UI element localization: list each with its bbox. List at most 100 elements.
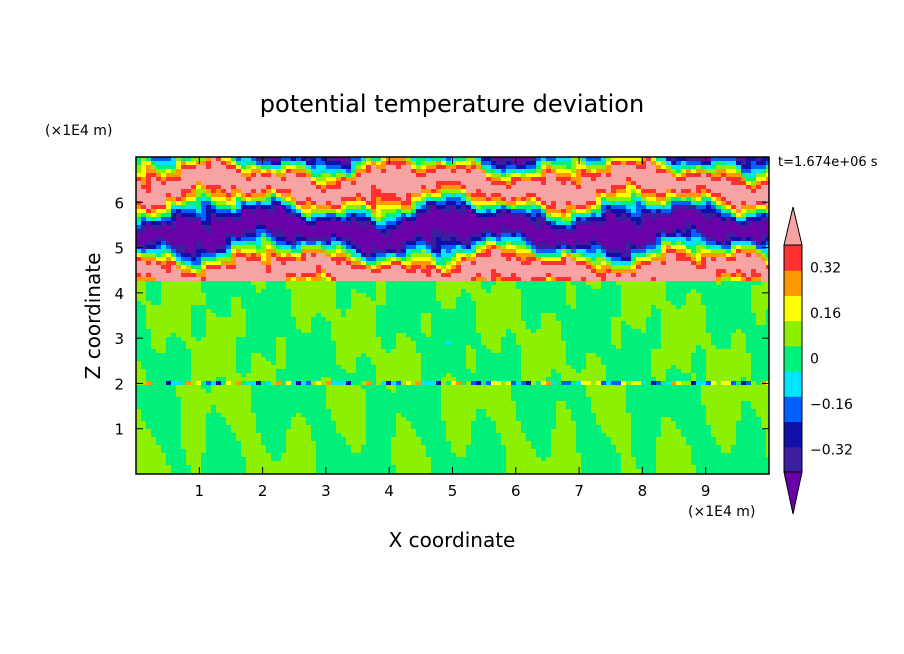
field-cell (651, 281, 657, 286)
field-cell (161, 205, 167, 210)
field-cell (421, 237, 427, 242)
field-cell (581, 205, 587, 210)
field-cell (161, 261, 167, 266)
field-cell (216, 305, 222, 310)
field-cell (366, 297, 372, 302)
field-cell (641, 249, 647, 254)
field-cell (241, 253, 247, 258)
field-cell (596, 213, 602, 218)
field-cell (666, 217, 672, 222)
field-cell (501, 305, 507, 310)
field-cell (296, 237, 302, 242)
field-cell (326, 249, 332, 254)
field-cell (636, 165, 642, 170)
field-cell (716, 205, 722, 210)
field-cell (576, 285, 582, 290)
field-cell (136, 273, 142, 278)
field-cell (426, 249, 432, 254)
field-cell (361, 217, 367, 222)
field-cell (331, 229, 337, 234)
field-cell (441, 193, 447, 198)
field-cell (666, 157, 672, 162)
field-cell (661, 217, 667, 222)
field-cell (316, 281, 322, 286)
field-cell (281, 241, 287, 246)
field-cell (751, 249, 757, 254)
field-cell (356, 161, 362, 166)
field-cell (391, 221, 397, 226)
field-cell (181, 213, 187, 218)
field-cell (641, 157, 647, 162)
field-cell (146, 193, 152, 198)
field-cell (636, 201, 642, 206)
field-cell (516, 301, 522, 306)
field-cell (516, 249, 522, 254)
field-cell (351, 177, 357, 182)
field-cell (586, 297, 592, 302)
field-cell (461, 213, 467, 218)
field-cell (166, 269, 172, 274)
field-cell (676, 225, 682, 230)
field-cell (301, 285, 307, 290)
field-cell (726, 209, 732, 214)
field-cell (276, 265, 282, 270)
field-cell (631, 181, 637, 186)
field-cell (351, 269, 357, 274)
field-cell (691, 209, 697, 214)
field-cell (666, 165, 672, 170)
field-cell (456, 305, 462, 310)
field-cell (401, 309, 407, 314)
field-cell (141, 245, 147, 250)
field-cell (251, 293, 257, 298)
field-cell (541, 201, 547, 206)
field-cell (516, 221, 522, 226)
field-cell (551, 193, 557, 198)
field-cell (356, 217, 362, 222)
field-cell (696, 245, 702, 250)
field-cell (216, 217, 222, 222)
field-cell (726, 221, 732, 226)
field-cell (446, 221, 452, 226)
field-cell (401, 293, 407, 298)
field-cell (756, 253, 762, 258)
field-cell (216, 165, 222, 170)
field-cell (631, 297, 637, 302)
field-cell (266, 285, 272, 290)
field-cell (726, 229, 732, 234)
field-cell (336, 269, 342, 274)
field-cell (681, 181, 687, 186)
field-cell (236, 293, 242, 298)
field-cell (301, 269, 307, 274)
field-cell (406, 293, 412, 298)
field-cell (226, 253, 232, 258)
field-cell (176, 301, 182, 306)
field-cell (341, 237, 347, 242)
field-cell (501, 157, 507, 162)
field-cell (641, 185, 647, 190)
field-cell (386, 285, 392, 290)
field-cell (321, 181, 327, 186)
field-cell (296, 177, 302, 182)
field-cell (256, 301, 262, 306)
field-cell (596, 185, 602, 190)
field-cell (301, 173, 307, 178)
field-cell (516, 277, 522, 282)
field-cell (556, 213, 562, 218)
field-cell (606, 281, 612, 286)
field-cell (326, 181, 332, 186)
field-cell (731, 173, 737, 178)
field-cell (571, 229, 577, 234)
field-cell (576, 289, 582, 294)
field-cell (311, 201, 317, 206)
field-cell (676, 169, 682, 174)
field-cell (281, 213, 287, 218)
field-cell (741, 297, 747, 302)
field-cell (351, 157, 357, 162)
field-cell (596, 297, 602, 302)
field-cell (471, 165, 477, 170)
field-cell (271, 253, 277, 258)
field-cell (481, 157, 487, 162)
field-cell (326, 237, 332, 242)
field-cell (671, 201, 677, 206)
field-cell (561, 177, 567, 182)
